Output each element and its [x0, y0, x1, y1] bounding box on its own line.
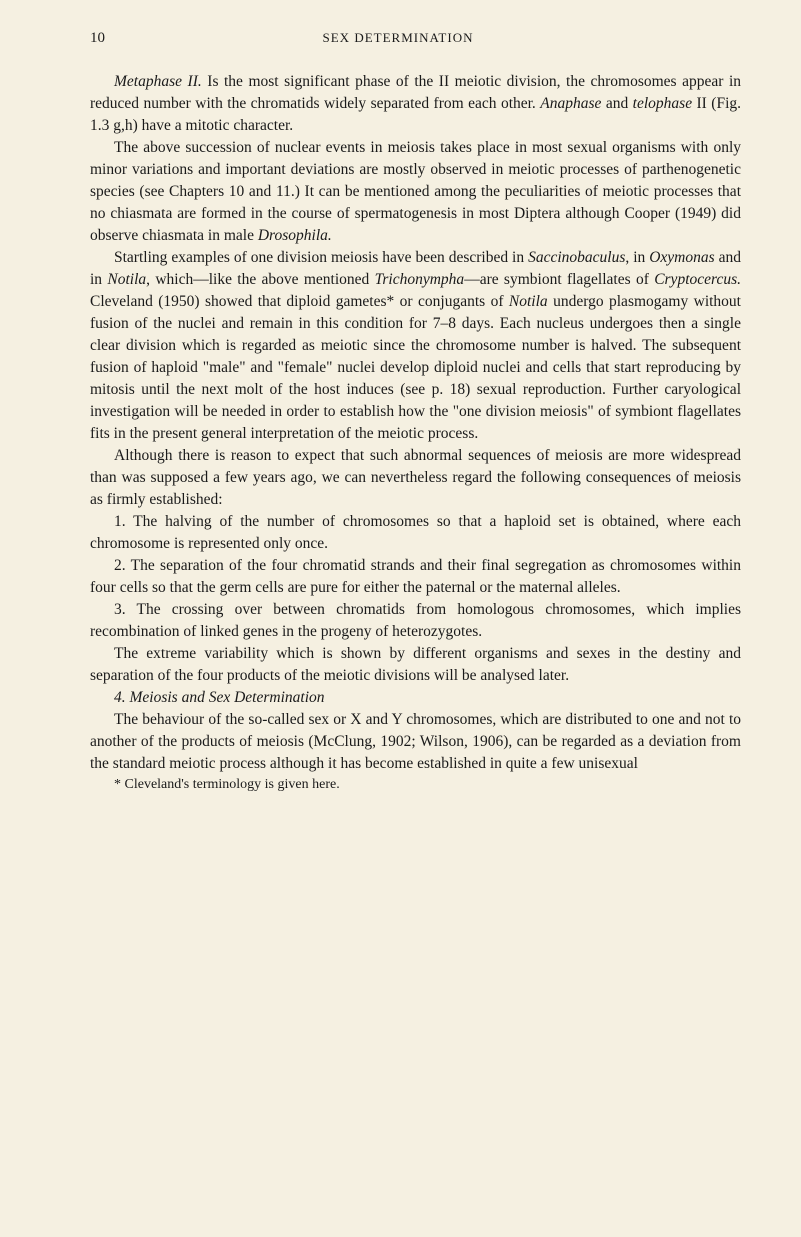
paragraph-2: The above succession of nuclear events i…	[90, 137, 741, 247]
list-item-2: 2. The separation of the four chromatid …	[90, 555, 741, 599]
body-text: Metaphase II. Is the most significant ph…	[90, 71, 741, 795]
paragraph-5: The extreme variability which is shown b…	[90, 643, 741, 687]
list-item-3: 3. The crossing over between chromatids …	[90, 599, 741, 643]
paragraph-6: The behaviour of the so-called sex or X …	[90, 709, 741, 775]
chapter-title: SEX DETERMINATION	[55, 30, 741, 46]
list-item-1: 1. The halving of the number of chromoso…	[90, 511, 741, 555]
page-container: 10 SEX DETERMINATION Metaphase II. Is th…	[0, 0, 801, 835]
page-header: 10 SEX DETERMINATION	[90, 30, 741, 47]
paragraph-1: Metaphase II. Is the most significant ph…	[90, 71, 741, 137]
footnote: * Cleveland's terminology is given here.	[90, 775, 741, 795]
paragraph-3: Startling examples of one division meios…	[90, 247, 741, 445]
section-heading: 4. Meiosis and Sex Determination	[90, 687, 741, 709]
paragraph-4: Although there is reason to expect that …	[90, 445, 741, 511]
